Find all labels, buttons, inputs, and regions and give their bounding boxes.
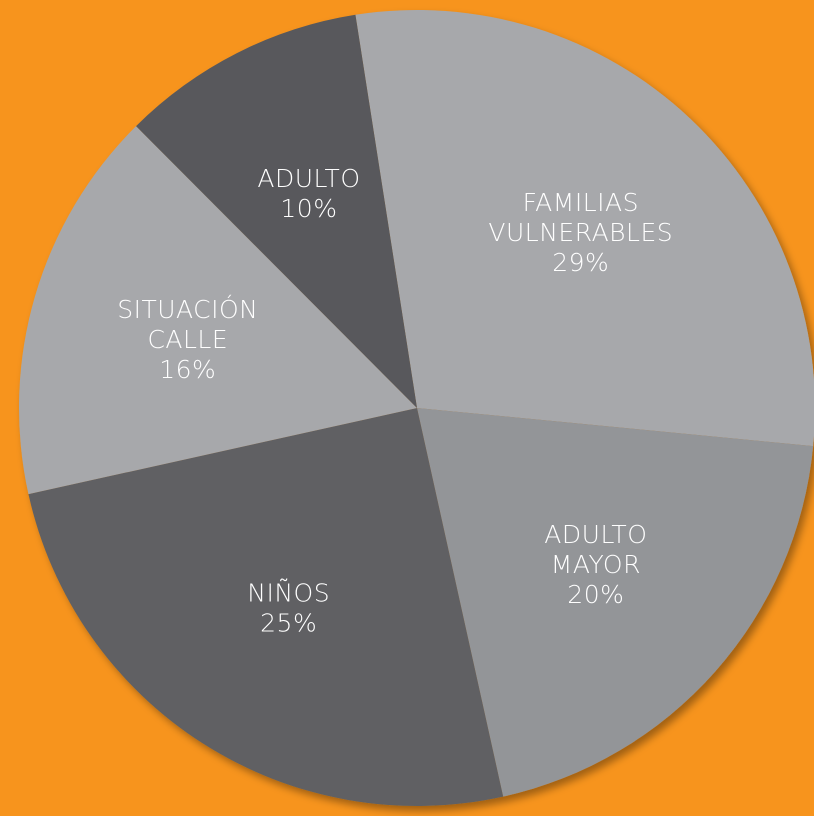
value-label: 25% bbox=[260, 608, 317, 637]
value-label: 16% bbox=[159, 355, 216, 384]
pie bbox=[19, 10, 814, 806]
slice-label: FAMILIAS VULNERABLES bbox=[488, 188, 673, 247]
slice bbox=[355, 10, 814, 447]
slice-label: ADULTO MAYOR bbox=[544, 520, 647, 579]
slice bbox=[28, 408, 504, 806]
slice-label: SITUACIÓN CALLE bbox=[117, 294, 258, 354]
value-label: 29% bbox=[552, 248, 609, 277]
slice-label: NIÑOS bbox=[247, 578, 330, 607]
value-label: 10% bbox=[280, 194, 337, 223]
value-label: 20% bbox=[567, 580, 624, 609]
slice-label: ADULTO bbox=[257, 164, 360, 193]
slice bbox=[136, 14, 417, 409]
slice bbox=[417, 408, 814, 797]
slice bbox=[19, 126, 418, 495]
